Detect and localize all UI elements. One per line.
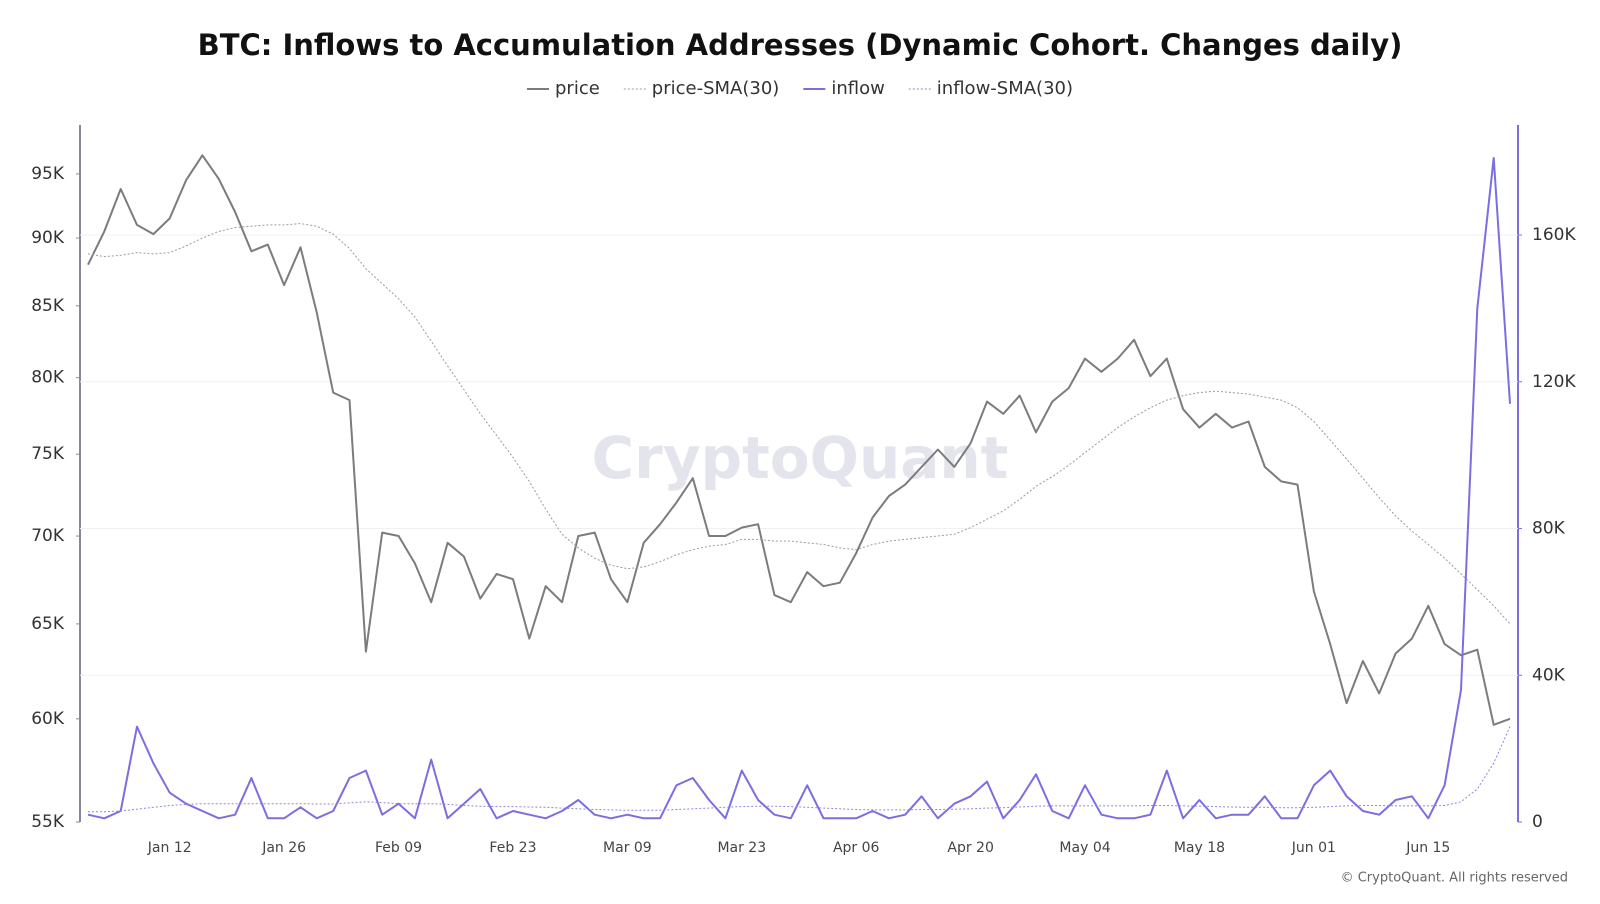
x-tick-label: Feb 23	[489, 840, 536, 856]
series-line	[88, 726, 1511, 813]
x-tick-label: Mar 09	[603, 840, 652, 856]
x-tick-label: Jan 12	[147, 840, 192, 856]
copyright: © CryptoQuant. All rights reserved	[1341, 871, 1568, 886]
y2-tick-label: 80K	[1532, 519, 1566, 539]
x-tick-label: May 04	[1059, 840, 1110, 856]
y2-tick-label: 120K	[1532, 372, 1576, 392]
y-tick-label: 65K	[31, 614, 65, 634]
chart-title: BTC: Inflows to Accumulation Addresses (…	[198, 28, 1403, 62]
y-tick-label: 60K	[31, 709, 65, 729]
legend-label: inflow	[831, 78, 884, 99]
series-line	[87, 154, 1511, 726]
series-line	[87, 223, 1511, 625]
y-tick-label: 85K	[31, 296, 65, 316]
y-tick-label: 70K	[31, 526, 65, 546]
y-tick-label: 80K	[31, 368, 65, 388]
y2-tick-label: 0	[1532, 812, 1543, 832]
watermark: CryptoQuant	[592, 424, 1009, 492]
x-tick-label: May 18	[1174, 840, 1225, 856]
legend-label: price-SMA(30)	[652, 78, 780, 99]
x-tick-label: Jan 26	[261, 840, 306, 856]
x-tick-label: Jun 15	[1405, 840, 1450, 856]
y-tick-label: 75K	[31, 444, 65, 464]
x-tick-label: Jun 01	[1291, 840, 1336, 856]
legend-label: price	[555, 78, 600, 99]
legend: price price-SMA(30) inflow inflow-SMA(30)	[526, 78, 1073, 99]
y-tick-label: 55K	[31, 812, 65, 832]
y-tick-label: 95K	[31, 164, 65, 184]
y2-tick-label: 160K	[1532, 225, 1576, 245]
x-tick-label: Feb 09	[375, 840, 422, 856]
legend-label: inflow-SMA(30)	[937, 78, 1073, 99]
x-tick-label: Apr 06	[833, 840, 880, 856]
x-tick-label: Mar 23	[717, 840, 766, 856]
y2-tick-label: 40K	[1532, 665, 1566, 685]
x-tick-label: Apr 20	[947, 840, 993, 856]
y-tick-label: 90K	[31, 228, 65, 248]
